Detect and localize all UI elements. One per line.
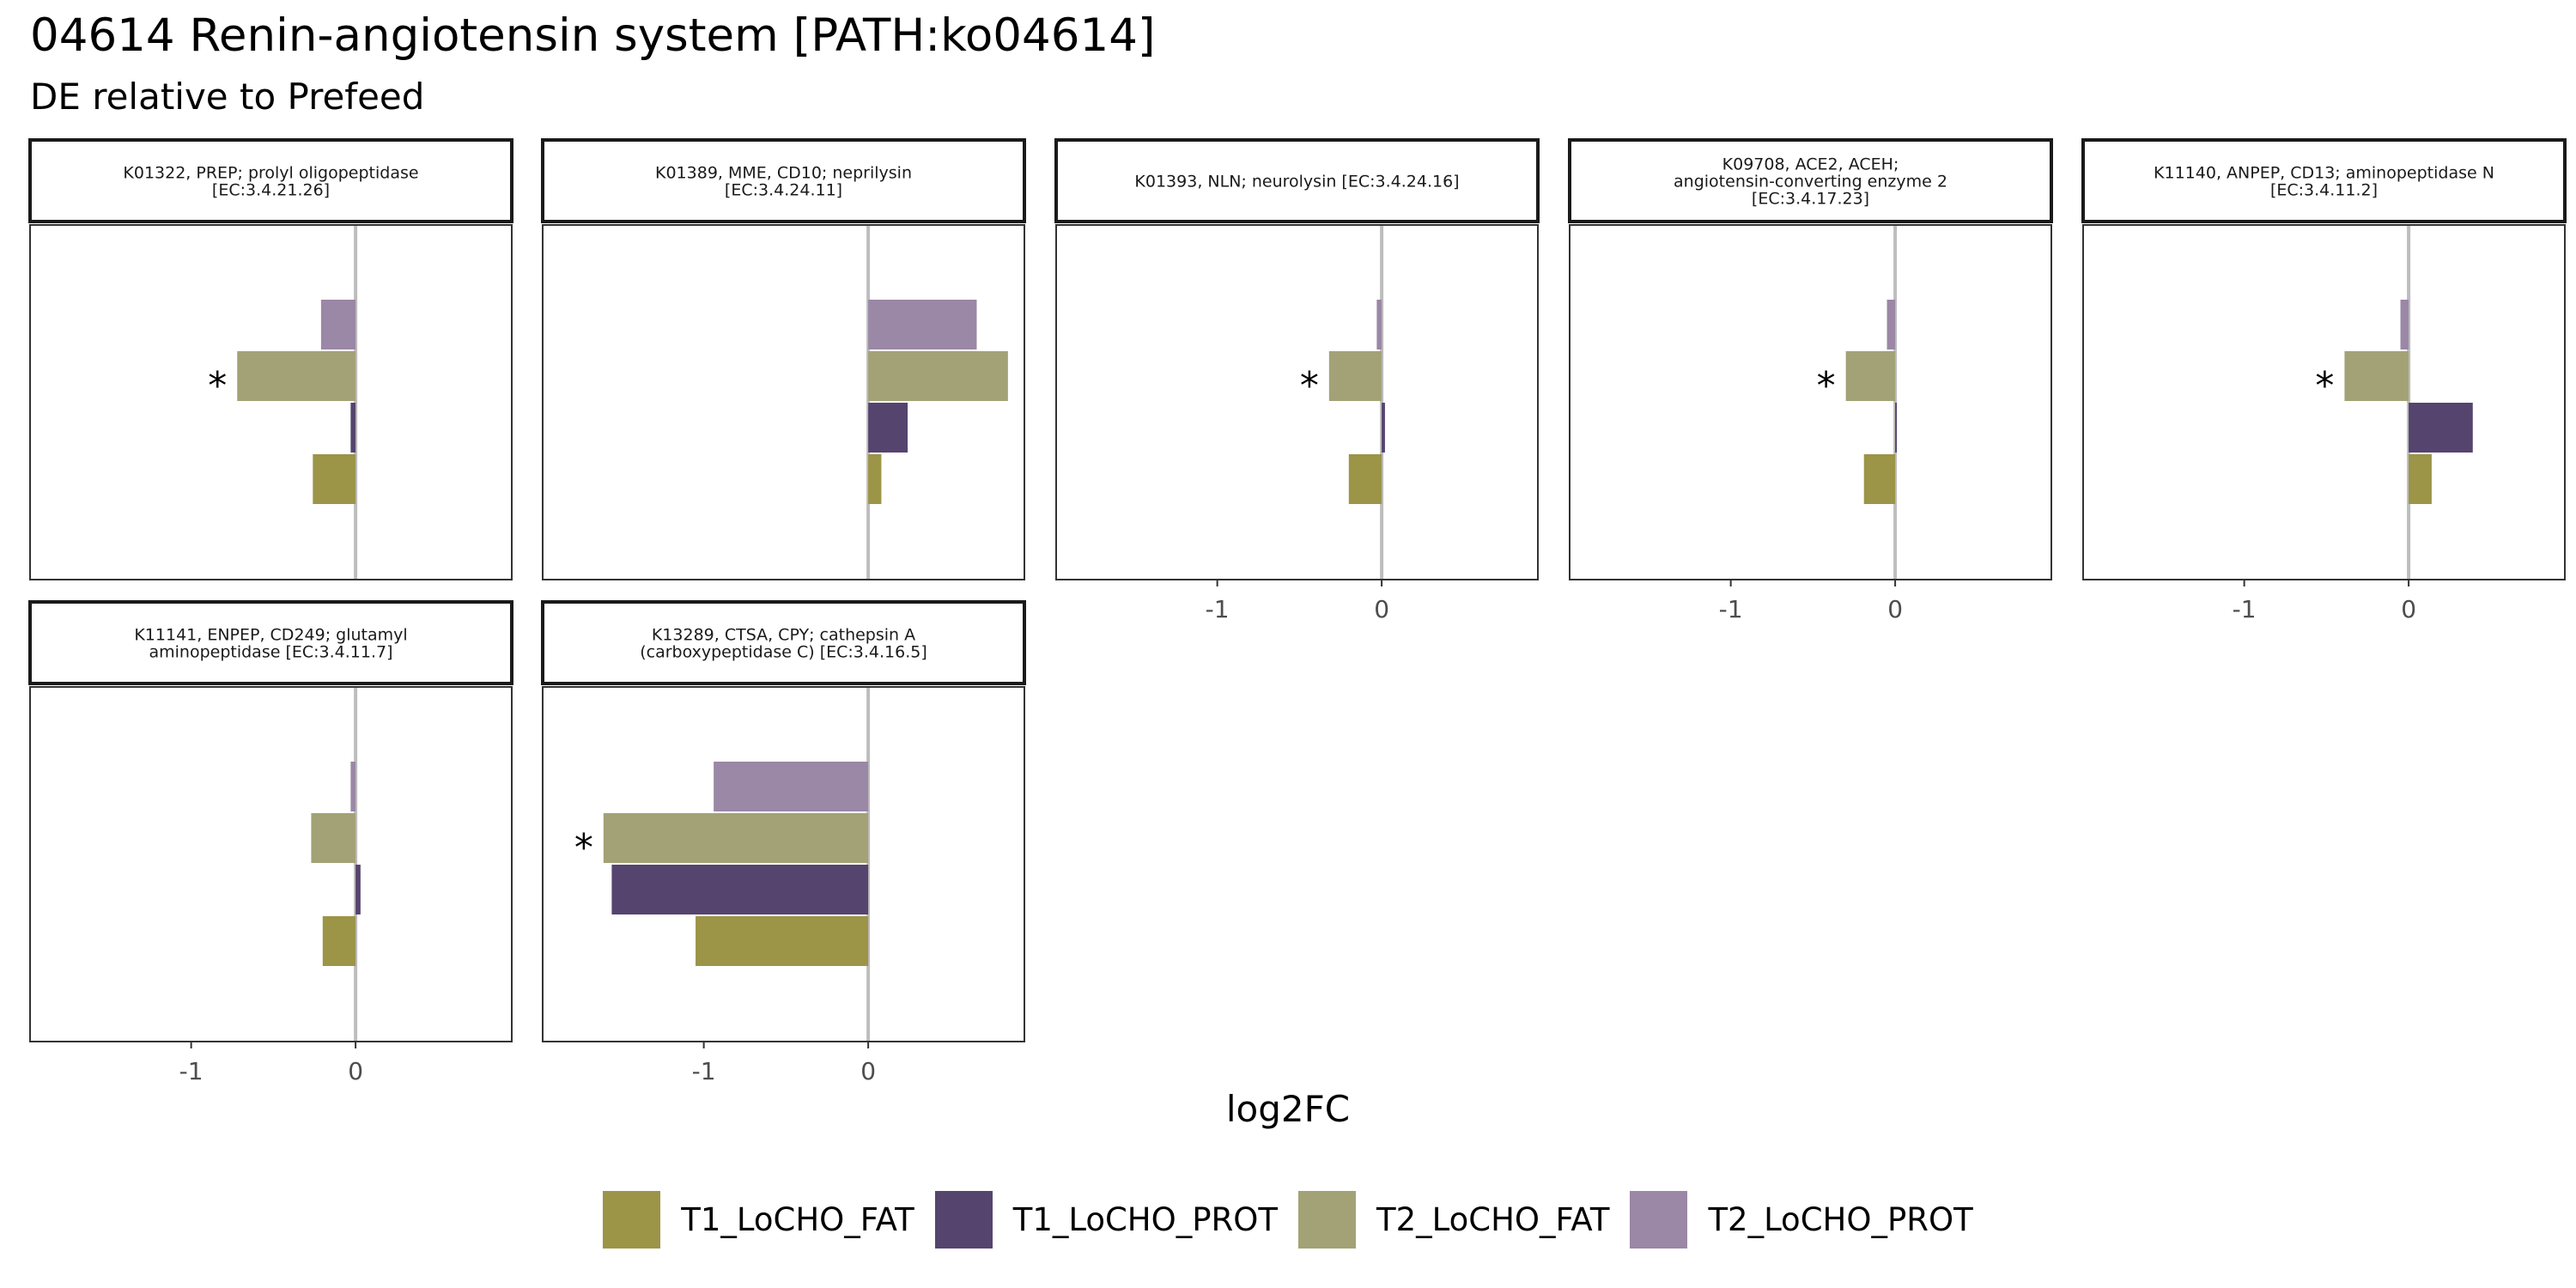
panel-1-bar-t1-locho-fat [313, 454, 356, 504]
panel-4-bar-t2-locho-prot [1886, 300, 1896, 349]
legend-key-t2-locho-prot [1630, 1191, 1688, 1249]
panel-1-strip-box [28, 138, 513, 223]
panel-5-strip-box [2081, 138, 2567, 223]
panel-5-x-tick-label: 0 [2401, 595, 2416, 623]
panel-7-bar-t2-locho-fat [603, 813, 869, 863]
panel-7-x-tick-label: 0 [860, 1057, 876, 1085]
panel-2-bar-t1-locho-fat [868, 454, 882, 504]
panel-3-strip-box [1054, 138, 1540, 223]
panel-2-bar-t2-locho-fat [868, 351, 1008, 401]
legend-item-t2-locho-fat: T2_LoCHO_FAT [1298, 1191, 1609, 1249]
legend-label-t1-locho-prot: T1_LoCHO_PROT [1012, 1201, 1278, 1238]
panel-5-bar-t1-locho-fat [2409, 454, 2432, 504]
panel-3-plot-frame [1055, 224, 1539, 580]
panel-6-strip-label: aminopeptidase [EC:3.4.11.7] [149, 643, 392, 662]
panel-4-x-tick-label: -1 [1719, 595, 1743, 623]
panel-3-x-tick-label: 0 [1374, 595, 1389, 623]
panel-4-strip-label: angiotensin-converting enzyme 2 [1674, 173, 1947, 191]
panel-3-x-tick-label: -1 [1206, 595, 1230, 623]
panel-2-bar-t1-locho-prot [868, 403, 908, 453]
x-axis-title: log2FC [1225, 1088, 1351, 1130]
chart-title: 04614 Renin-angiotensin system [PATH:ko0… [30, 9, 1156, 62]
panel-7-bar-t2-locho-prot [714, 762, 869, 811]
panel-5-significance-marker: * [2315, 364, 2334, 408]
panel-6-bar-t1-locho-prot [355, 865, 361, 914]
panel-6-x-tick-label: -1 [179, 1057, 204, 1085]
panel-5-x-tick-label: -1 [2233, 595, 2257, 623]
panel-1-strip-label: K01322, PREP; prolyl oligopeptidase [123, 164, 418, 183]
panel-2-strip-label: [EC:3.4.24.11] [725, 181, 842, 200]
panel-3-bar-t2-locho-fat [1328, 351, 1382, 401]
panel-2-bar-t2-locho-prot [868, 300, 977, 349]
panel-2-strip-label: K01389, MME, CD10; neprilysin [655, 164, 912, 183]
panel-3-bar-t1-locho-fat [1348, 454, 1382, 504]
panel-2-plot-frame [542, 224, 1025, 580]
panel-3-bar-t1-locho-prot [1382, 403, 1385, 453]
panel-1-bar-t2-locho-fat [237, 351, 356, 401]
panel-7-strip-box [541, 600, 1026, 685]
panel-6-strip-box [28, 600, 513, 685]
panel-4-plot-frame [1569, 224, 2052, 580]
panel-5-bar-t1-locho-prot [2409, 403, 2473, 453]
panel-7-strip-label: (carboxypeptidase C) [EC:3.4.16.5] [640, 643, 927, 662]
legend-label-t2-locho-fat: T2_LoCHO_FAT [1376, 1201, 1610, 1238]
panel-4-bar-t1-locho-prot [1895, 403, 1898, 453]
panel-1-significance-marker: * [208, 364, 227, 408]
panel-6-bar-t2-locho-prot [350, 762, 356, 811]
panel-5-strip-label: K11140, ANPEP, CD13; aminopeptidase N [2154, 164, 2494, 183]
chart-subtitle: DE relative to Prefeed [30, 76, 425, 118]
panel-2-strip-box [541, 138, 1026, 223]
panel-4-strip-box [1568, 138, 2053, 223]
panel-5-plot-frame [2082, 224, 2566, 580]
panel-6-x-tick-label: 0 [348, 1057, 363, 1085]
panel-7-strip-label: K13289, CTSA, CPY; cathepsin A [652, 626, 915, 645]
legend-key-t1-locho-fat [603, 1191, 661, 1249]
panel-7-plot-frame [542, 686, 1025, 1042]
panel-7-bar-t1-locho-prot [611, 865, 869, 914]
panel-3-strip-label: K01393, NLN; neurolysin [EC:3.4.24.16] [1134, 173, 1459, 191]
panel-4-significance-marker: * [1817, 364, 1836, 408]
legend-item-t1-locho-prot: T1_LoCHO_PROT [934, 1191, 1278, 1249]
legend: T1_LoCHO_FAT T1_LoCHO_PROT T2_LoCHO_FAT … [0, 1191, 2576, 1249]
panel-1-plot-frame [29, 224, 513, 580]
legend-key-t2-locho-fat [1298, 1191, 1356, 1249]
legend-label-t2-locho-prot: T2_LoCHO_PROT [1708, 1201, 1973, 1238]
panel-1-bar-t1-locho-prot [350, 403, 356, 453]
panel-6-strip-label: K11141, ENPEP, CD249; glutamyl [134, 626, 407, 645]
panel-4-strip-label: K09708, ACE2, ACEH; [1722, 155, 1899, 174]
legend-label-t1-locho-fat: T1_LoCHO_FAT [681, 1201, 914, 1238]
panel-7-x-tick-label: -1 [692, 1057, 716, 1085]
legend-item-t1-locho-fat: T1_LoCHO_FAT [603, 1191, 914, 1249]
panel-1-bar-t2-locho-prot [320, 300, 356, 349]
panel-5-bar-t2-locho-fat [2344, 351, 2409, 401]
panel-7-significance-marker: * [574, 826, 593, 870]
panel-6-bar-t1-locho-fat [322, 916, 356, 966]
legend-key-t1-locho-prot [934, 1191, 993, 1249]
panel-3-bar-t2-locho-prot [1376, 300, 1382, 349]
panel-4-bar-t1-locho-fat [1863, 454, 1896, 504]
panel-5-strip-label: [EC:3.4.11.2] [2270, 181, 2378, 200]
panel-4-x-tick-label: 0 [1887, 595, 1903, 623]
panel-3-significance-marker: * [1300, 364, 1319, 408]
panel-5-bar-t2-locho-prot [2400, 300, 2409, 349]
panel-6-plot-frame [29, 686, 513, 1042]
panel-7-bar-t1-locho-fat [696, 916, 869, 966]
panel-1-strip-label: [EC:3.4.21.26] [212, 181, 330, 200]
legend-item-t2-locho-prot: T2_LoCHO_PROT [1630, 1191, 1973, 1249]
panel-4-strip-label: [EC:3.4.17.23] [1752, 190, 1869, 209]
panel-4-bar-t2-locho-fat [1845, 351, 1896, 401]
panel-6-bar-t2-locho-fat [311, 813, 356, 863]
